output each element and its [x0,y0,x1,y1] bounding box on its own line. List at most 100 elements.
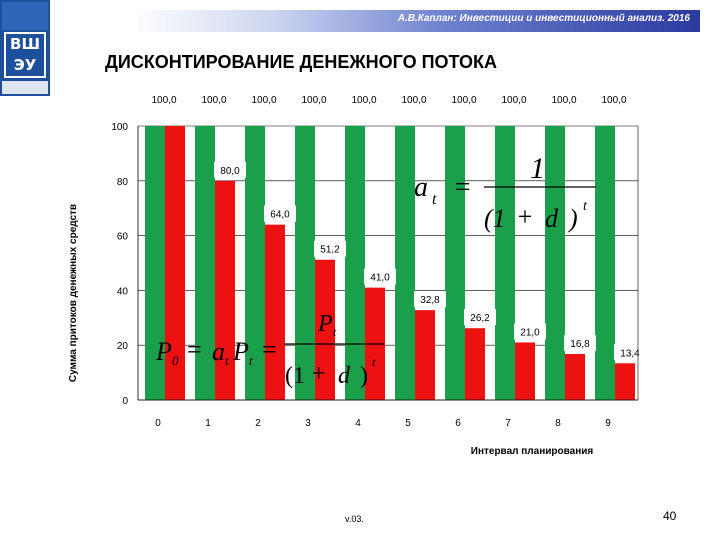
formula1-den-plus: + [516,202,534,231]
data-label-inflow: 100,0 [401,95,426,106]
bar-discounted [415,310,435,400]
data-label-discounted: 41,0 [370,273,390,284]
data-label-discounted: 32,8 [420,295,440,306]
data-label-box [214,161,246,178]
formula1-den-open: (1 [484,204,506,233]
formula1-eq: = [453,172,472,203]
data-label-inflow: 100,0 [151,95,176,106]
data-label-inflow: 100,0 [551,95,576,106]
x-tick-label: 8 [555,418,561,429]
data-label-box [564,334,596,351]
y-tick-label: 0 [122,396,128,407]
data-label-box [264,205,296,222]
y-axis-label: Сумма притоков денежных средств [68,204,79,382]
x-tick-label: 7 [505,418,511,429]
data-label-inflow: 100,0 [301,95,326,106]
x-tick-label: 0 [155,418,161,429]
y-tick-label: 20 [117,341,129,352]
formula2-den-exp: t [372,355,376,369]
data-label-inflow: 100,0 [251,95,276,106]
slide-title: ДИСКОНТИРОВАНИЕ ДЕНЕЖНОГО ПОТОКА [105,52,498,72]
bar-discounted [165,126,185,400]
formula1-num: 1 [530,152,545,185]
data-label-inflow: 100,0 [601,95,626,106]
data-label-inflow: 100,0 [351,95,376,106]
data-label-discounted: 64,0 [270,210,290,221]
formula2-den-open: (1 [285,363,305,389]
bar-inflow [595,126,615,400]
x-tick-label: 2 [255,418,261,429]
logo-caption [2,81,48,94]
data-label-inflow: 100,0 [501,95,526,106]
data-label-discounted: 16,8 [570,339,590,350]
formula-present-value: P 0 = a t P t = P t (1 + d ) t [155,311,384,389]
data-label-box [514,323,546,340]
x-tick-label: 1 [205,418,211,429]
x-tick-label: 6 [455,418,461,429]
x-tick-label: 9 [605,418,611,429]
formula1-den-exp: t [583,199,588,214]
formula2-mid-a-sub: t [225,353,229,368]
formula1-lhs-sub: t [432,191,437,208]
data-label-discounted: 21,0 [520,327,540,338]
data-label-box [464,309,496,326]
data-label-inflow: 100,0 [451,95,476,106]
x-tick-label: 4 [355,418,361,429]
y-tick-label: 60 [117,232,129,243]
data-labels: 020406080100100,00100,080,01100,064,0210… [111,95,646,429]
bar-inflow [195,126,215,400]
data-label-box [364,268,396,285]
bar-inflow [145,126,165,400]
formula2-den-var: d [338,363,351,389]
bar-inflow [495,126,515,400]
bar-inflow [295,126,315,400]
header-bar [54,10,700,32]
axes [137,126,639,401]
data-label-box [314,240,346,257]
formula2-mid-p: P [232,337,249,366]
formula2-mid-p-sub: t [249,353,253,368]
formula1-den-var: d [545,204,559,233]
y-tick-label: 80 [117,177,129,188]
bar-discounted [215,180,235,400]
formula2-lhs: P [155,337,172,366]
y-tick-label: 100 [111,122,128,133]
bar-discounted [265,224,285,400]
data-label-discounted: 13,4 [620,348,640,359]
bar-inflow [445,126,465,400]
x-axis-label: Интервал планирования [471,446,594,457]
logo-monogram: ВШ ЭУ [4,32,46,78]
bar-discounted [315,259,335,400]
data-label-discounted: 26,2 [470,313,490,324]
data-label-box [414,291,446,308]
logo-building-icon [2,2,48,30]
formula2-den-plus: + [312,361,326,387]
x-tick-label: 5 [405,418,411,429]
bar-inflow [345,126,365,400]
data-label-discounted: 80,0 [220,166,240,177]
formula-discount-factor: a t = 1 (1 + d ) t [414,152,596,233]
formula2-eq1: = [187,335,202,364]
bar-discounted [515,342,535,400]
data-label-discounted: 51,2 [320,245,340,256]
formula1-den-close: ) [567,204,578,233]
page-number: 40 [663,509,677,523]
formula2-num: P [317,311,333,337]
y-tick-label: 40 [117,286,129,297]
formula2-eq2: = [262,335,277,364]
formula2-lhs-sub: 0 [172,353,179,368]
logo: ВШ ЭУ [0,0,50,96]
formula2-den-close: ) [360,363,368,389]
formula2-num-sub: t [333,325,337,339]
bars [145,126,635,400]
bar-inflow [395,126,415,400]
x-tick-label: 3 [305,418,311,429]
bar-inflow [245,126,265,400]
header-text: А.В.Каплан: Инвестиции и инвестиционный … [397,13,690,24]
bar-discounted [565,353,585,400]
formula1-lhs: a [414,172,428,203]
bar-inflow [545,126,565,400]
formula2-mid-a: a [212,337,225,366]
version-label: v.03. [345,514,364,524]
